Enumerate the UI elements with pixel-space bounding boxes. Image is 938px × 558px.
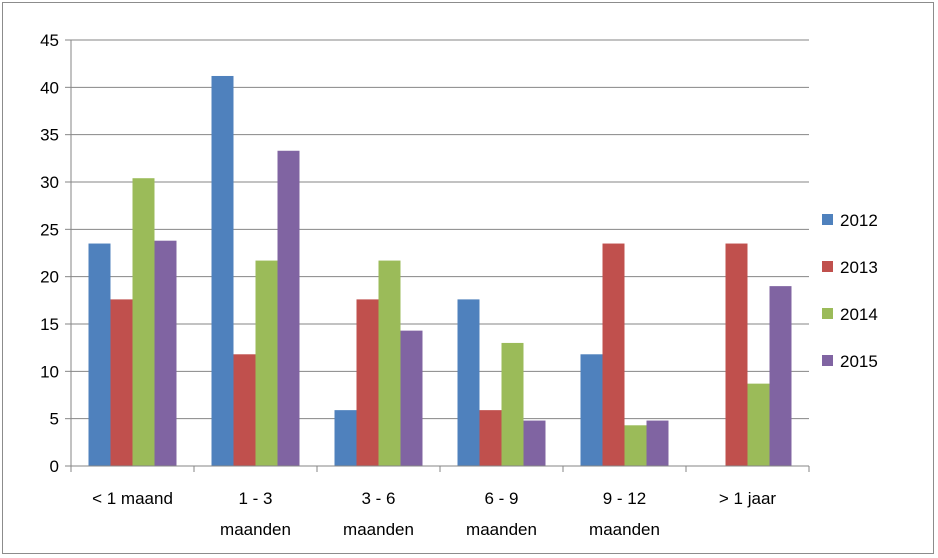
y-tick-label: 30 — [40, 173, 59, 192]
x-tick-label: 1 - 3 — [238, 489, 272, 508]
y-tick-label: 25 — [40, 220, 59, 239]
bar-2015 — [154, 240, 177, 466]
bar-2015 — [523, 420, 546, 466]
legend-swatch-2015 — [822, 355, 833, 366]
bar-2014 — [501, 342, 524, 466]
legend-swatch-2014 — [822, 308, 833, 319]
y-tick-label: 15 — [40, 315, 59, 334]
x-tick-label: 6 - 9 — [484, 489, 518, 508]
x-tick-label: 9 - 12 — [603, 489, 646, 508]
y-tick-label: 5 — [50, 410, 59, 429]
y-tick-label: 35 — [40, 126, 59, 145]
bar-2013 — [725, 243, 748, 466]
y-tick-label: 20 — [40, 268, 59, 287]
bar-2015 — [769, 286, 792, 466]
bar-2015 — [646, 420, 669, 466]
bar-2013 — [356, 299, 379, 466]
legend-swatch-2012 — [822, 214, 833, 225]
bar-2014 — [624, 425, 647, 466]
x-tick-label: > 1 jaar — [719, 489, 777, 508]
legend-swatch-2013 — [822, 261, 833, 272]
bar-2014 — [378, 260, 401, 466]
y-tick-label: 0 — [50, 457, 59, 476]
bar-2012 — [88, 243, 111, 466]
bar-2013 — [479, 410, 502, 466]
bar-2013 — [110, 299, 133, 466]
y-tick-label: 10 — [40, 362, 59, 381]
legend-label: 2015 — [840, 352, 878, 371]
bar-2012 — [457, 299, 480, 466]
x-tick-label: maanden — [220, 520, 291, 539]
bar-2012 — [211, 75, 234, 467]
y-tick-label: 40 — [40, 78, 59, 97]
legend-label: 2014 — [840, 305, 878, 324]
x-tick-label: maanden — [589, 520, 660, 539]
bar-2013 — [602, 243, 625, 466]
x-tick-label: < 1 maand — [92, 489, 173, 508]
bars — [88, 75, 792, 467]
x-tick-label: 3 - 6 — [361, 489, 395, 508]
axes — [65, 39, 810, 472]
x-tick-label: maanden — [466, 520, 537, 539]
legend-label: 2012 — [840, 211, 878, 230]
x-tick-label: maanden — [343, 520, 414, 539]
bar-2014 — [747, 383, 770, 466]
gridlines — [71, 39, 809, 420]
legend-label: 2013 — [840, 258, 878, 277]
bar-2015 — [400, 330, 423, 466]
bar-2013 — [233, 354, 256, 466]
bar-2014 — [132, 178, 155, 467]
bar-2012 — [334, 410, 357, 466]
bar-2012 — [580, 354, 603, 466]
y-tick-labels: 0 5 10 15 20 25 30 35 40 45 — [40, 31, 59, 476]
legend: 2012 2013 2014 2015 — [822, 211, 878, 371]
y-tick-label: 45 — [40, 31, 59, 50]
x-tick-labels: < 1 maand 1 - 3 maanden 3 - 6 maanden 6 - 9 ma… — [92, 489, 776, 539]
bar-2014 — [255, 260, 278, 466]
bar-2015 — [277, 150, 300, 466]
